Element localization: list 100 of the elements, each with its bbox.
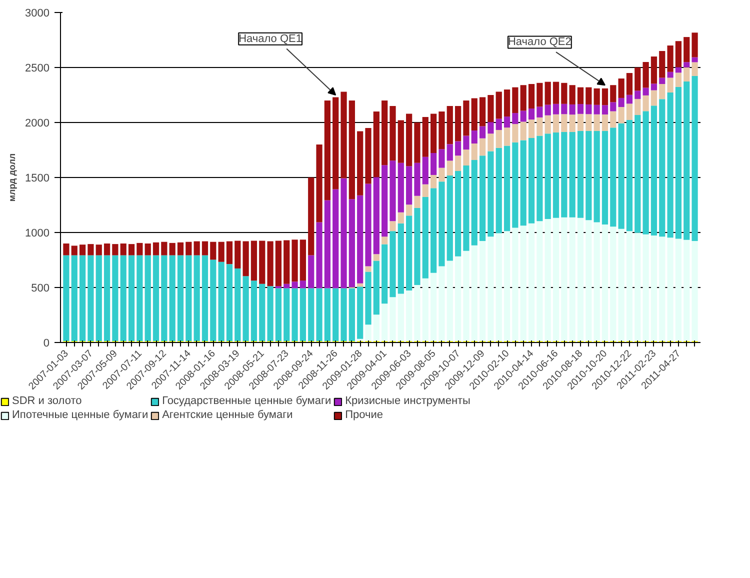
bar xyxy=(186,255,192,342)
bar xyxy=(373,260,380,315)
bar xyxy=(446,106,453,144)
bar xyxy=(332,97,339,190)
bar xyxy=(373,112,380,178)
bar xyxy=(692,240,698,342)
bar xyxy=(528,120,535,138)
bar xyxy=(650,90,658,106)
bar xyxy=(594,114,600,131)
bar xyxy=(63,255,70,342)
bar xyxy=(275,240,282,286)
bar xyxy=(569,114,576,132)
bar xyxy=(552,114,560,133)
bar xyxy=(398,294,404,342)
bar xyxy=(430,272,437,342)
bar xyxy=(602,88,608,106)
bar xyxy=(210,242,216,260)
bar xyxy=(390,231,396,298)
bar xyxy=(210,260,216,342)
bar xyxy=(618,78,624,98)
bar xyxy=(692,62,698,76)
bar xyxy=(520,226,526,342)
bar xyxy=(463,136,470,150)
bar xyxy=(577,218,584,342)
bar xyxy=(479,138,486,156)
bar xyxy=(250,280,258,342)
bar xyxy=(471,98,478,131)
bar xyxy=(520,110,526,122)
bar xyxy=(422,196,428,278)
bar xyxy=(684,67,690,82)
bar xyxy=(365,272,372,325)
bar xyxy=(552,132,560,218)
bar xyxy=(569,104,576,115)
bar xyxy=(71,255,78,342)
bar xyxy=(528,138,535,224)
bar xyxy=(618,98,624,107)
bar xyxy=(586,220,592,342)
bar xyxy=(659,99,666,237)
bar xyxy=(471,160,478,246)
bar xyxy=(152,242,160,256)
bar xyxy=(438,112,445,150)
bar xyxy=(284,240,290,284)
bar xyxy=(659,78,666,84)
bar xyxy=(602,224,608,342)
bar xyxy=(454,106,462,142)
bar xyxy=(422,278,428,342)
bar xyxy=(422,117,428,157)
bar xyxy=(284,288,290,342)
bar xyxy=(650,84,658,90)
bar xyxy=(634,68,641,91)
y-tick-label: 0 xyxy=(43,338,50,350)
bar xyxy=(382,100,388,166)
bar xyxy=(528,223,535,342)
bar xyxy=(382,165,388,237)
bar xyxy=(348,199,355,288)
bar xyxy=(300,240,306,281)
bar xyxy=(512,142,518,228)
bar xyxy=(104,244,110,256)
bar xyxy=(308,288,314,342)
bar xyxy=(471,144,478,160)
bar xyxy=(96,255,102,342)
bar xyxy=(602,114,608,131)
bar xyxy=(406,216,412,290)
bar xyxy=(259,284,266,342)
bar xyxy=(504,116,510,128)
bar xyxy=(667,92,674,238)
bar xyxy=(684,81,690,240)
bar xyxy=(642,62,649,88)
bar xyxy=(292,240,298,282)
bar xyxy=(626,231,633,342)
bar xyxy=(340,288,347,342)
bar xyxy=(675,41,682,68)
bar xyxy=(63,244,70,256)
bar xyxy=(479,97,486,126)
bar xyxy=(398,223,404,294)
bar xyxy=(650,235,658,342)
bar xyxy=(398,162,404,212)
bar xyxy=(536,136,543,222)
bar xyxy=(520,140,526,226)
bar xyxy=(259,240,266,284)
bar xyxy=(316,144,322,222)
bar xyxy=(488,122,494,134)
bar xyxy=(186,242,192,256)
y-tick-label: 500 xyxy=(31,282,50,294)
bar xyxy=(594,130,600,222)
bar xyxy=(488,95,494,122)
bar xyxy=(577,130,584,218)
bar xyxy=(618,123,624,229)
legend-label: Прочие xyxy=(345,409,384,421)
bar xyxy=(414,284,420,342)
legend-label: Ипотечные ценные бумаги xyxy=(12,409,148,421)
bar xyxy=(626,104,633,120)
bar xyxy=(406,204,412,216)
bar xyxy=(430,188,437,273)
bar xyxy=(136,242,143,256)
bar xyxy=(594,88,600,105)
bar xyxy=(536,117,543,136)
bar xyxy=(398,120,404,163)
bar xyxy=(96,244,102,256)
bar xyxy=(71,246,78,256)
